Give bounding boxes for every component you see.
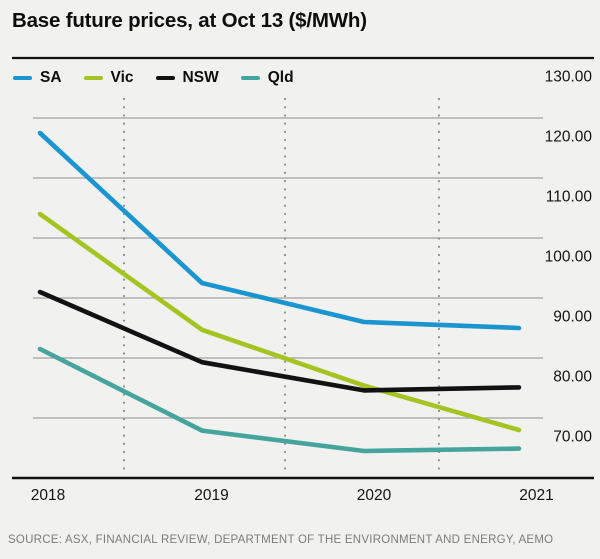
series-line-nsw <box>37 289 522 393</box>
x-tick-label-2021: 2021 <box>519 487 553 504</box>
y-tick-label-100: 100.00 <box>545 249 593 266</box>
series-line-qld <box>37 346 522 454</box>
x-tick-label-2020: 2020 <box>357 487 392 504</box>
x-tick-label-2018: 2018 <box>31 487 65 504</box>
y-tick-label-80: 80.00 <box>553 369 592 386</box>
legend-label-sa: SA <box>40 69 62 86</box>
chart-legend: SA Vic NSW Qld <box>13 70 294 86</box>
legend-label-qld: Qld <box>267 69 294 86</box>
legend-item-sa: SA <box>13 70 62 86</box>
y-tick-label-130: 130.00 <box>545 69 593 86</box>
legend-swatch-vic <box>83 75 103 80</box>
source-attribution: SOURCE: ASX, FINANCIAL REVIEW, DEPARTMEN… <box>8 534 554 546</box>
y-tick-label-110: 110.00 <box>546 189 593 206</box>
y-tick-label-70: 70.00 <box>553 429 592 446</box>
legend-item-qld: Qld <box>240 69 294 86</box>
legend-item-nsw: NSW <box>155 69 219 86</box>
series-line-sa <box>37 130 522 331</box>
y-tick-label-90: 90.00 <box>553 309 592 326</box>
legend-swatch-sa <box>13 75 32 80</box>
y-tick-label-120: 120.00 <box>545 129 593 146</box>
legend-label-nsw: NSW <box>182 69 219 86</box>
series-line-vic <box>37 211 522 433</box>
legend-swatch-qld <box>240 75 260 80</box>
chart-title: Base future prices, at Oct 13 ($/MWh) <box>12 9 367 32</box>
legend-swatch-nsw <box>155 75 175 80</box>
legend-item-vic: Vic <box>83 69 134 86</box>
legend-label-vic: Vic <box>110 69 134 86</box>
x-tick-label-2019: 2019 <box>194 487 228 504</box>
